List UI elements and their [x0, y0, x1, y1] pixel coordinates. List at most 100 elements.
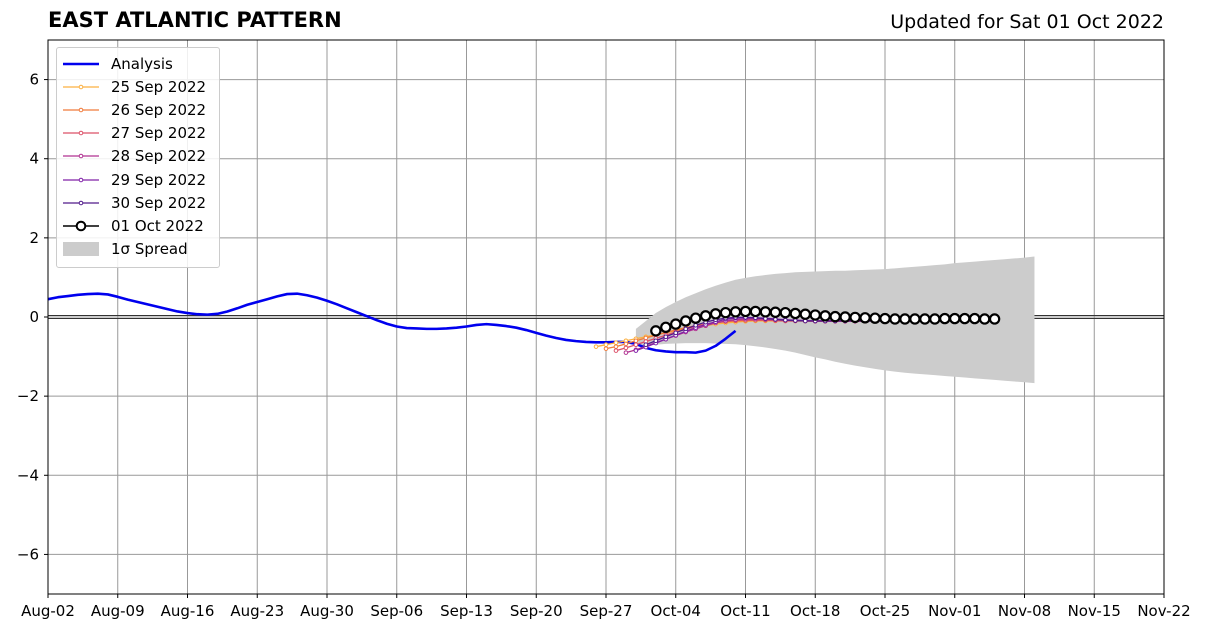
- y-tick-label: −2: [17, 387, 39, 405]
- x-tick-label: Aug-09: [91, 602, 145, 620]
- data-point: [889, 313, 901, 325]
- x-tick-label: Sep-13: [440, 602, 493, 620]
- data-point: [729, 306, 742, 318]
- x-tick-label: Sep-06: [370, 602, 423, 620]
- data-point: [829, 310, 841, 323]
- legend-item: 27 Sep 2022: [63, 122, 213, 145]
- data-point: [663, 334, 669, 340]
- data-point: [949, 312, 961, 325]
- y-tick-label: 0: [29, 308, 39, 326]
- data-point: [633, 342, 639, 348]
- x-tick-label: Aug-30: [300, 602, 354, 620]
- legend-symbol: [63, 126, 99, 140]
- data-point: [689, 312, 702, 324]
- data-point: [819, 310, 831, 322]
- legend-label: 26 Sep 2022: [111, 100, 207, 119]
- data-point: [623, 350, 629, 355]
- x-tick-label: Aug-16: [161, 602, 215, 620]
- data-point: [653, 338, 659, 344]
- y-tick-label: 6: [29, 71, 39, 89]
- x-tick-label: Aug-23: [230, 602, 284, 620]
- plot-frame: [47, 39, 1165, 595]
- y-tick-label: 4: [29, 150, 39, 168]
- data-point: [769, 306, 782, 318]
- data-point: [613, 348, 619, 353]
- x-tick-label: Oct-25: [860, 602, 910, 620]
- data-point: [673, 330, 679, 336]
- legend-symbol: [63, 103, 99, 117]
- legend-label: 01 Oct 2022: [111, 216, 204, 235]
- data-point: [988, 313, 1001, 325]
- data-point: [799, 308, 811, 320]
- y-tick-label: −4: [17, 466, 39, 484]
- x-tick-label: Nov-08: [998, 602, 1051, 620]
- grid: [48, 40, 1164, 594]
- x-tick-label: Oct-04: [651, 602, 701, 620]
- data-point: [709, 308, 722, 320]
- data-point: [779, 306, 792, 319]
- data-point: [839, 311, 851, 323]
- legend-label: Analysis: [111, 54, 173, 73]
- data-point: [849, 311, 861, 324]
- legend-label: 28 Sep 2022: [111, 147, 207, 166]
- legend-symbol: [63, 149, 99, 163]
- x-tick-label: Nov-01: [928, 602, 981, 620]
- series-7: [650, 305, 1001, 337]
- data-point: [693, 323, 698, 328]
- data-point: [643, 342, 649, 348]
- x-tick-label: Nov-15: [1068, 602, 1121, 620]
- legend-symbol: [63, 173, 99, 187]
- x-tick-label: Sep-27: [580, 602, 633, 620]
- data-point: [879, 312, 891, 325]
- chart-title: EAST ATLANTIC PATTERN: [48, 8, 342, 32]
- data-point: [719, 306, 732, 319]
- legend-symbol: [63, 196, 99, 210]
- y-tick-label: −6: [17, 545, 39, 563]
- x-tick-label: Nov-22: [1137, 602, 1190, 620]
- data-point: [759, 306, 772, 318]
- legend-symbol: [63, 242, 99, 257]
- data-point: [633, 338, 639, 344]
- legend-label: 1σ Spread: [111, 240, 188, 259]
- data-point: [749, 305, 762, 318]
- legend-item: 01 Oct 2022: [63, 214, 213, 237]
- legend-item: 30 Sep 2022: [63, 191, 213, 214]
- data-point: [789, 307, 802, 320]
- legend-symbol: [63, 80, 99, 94]
- data-point: [613, 344, 619, 349]
- data-point: [603, 342, 609, 348]
- data-point: [593, 344, 599, 349]
- data-point: [650, 325, 662, 337]
- legend-symbol: [63, 57, 99, 71]
- data-point: [899, 313, 911, 325]
- legend: Analysis 25 Sep 2022 26 Sep 2022 27 Sep 202…: [56, 47, 220, 268]
- axes: Aug-02 Aug-09 Aug-16 Aug-23 Aug-30 Sep-06 Sep-…: [17, 39, 1191, 620]
- chart-subtitle: Updated for Sat 01 Oct 2022: [890, 11, 1164, 33]
- data-point: [699, 310, 712, 322]
- x-tick-label: Oct-18: [790, 602, 840, 620]
- data-point: [773, 317, 778, 322]
- series-line: [47, 292, 737, 354]
- data-point: [623, 341, 629, 347]
- data-point: [793, 318, 798, 323]
- legend-label: 27 Sep 2022: [111, 124, 207, 143]
- legend-symbol: [63, 219, 99, 233]
- data-point: [909, 313, 921, 325]
- legend-item: 29 Sep 2022: [63, 168, 213, 191]
- data-point: [939, 312, 951, 325]
- data-point: [978, 313, 991, 325]
- data-point: [660, 321, 672, 333]
- data-point: [613, 340, 619, 346]
- data-point: [603, 346, 609, 351]
- legend-label: 29 Sep 2022: [111, 170, 207, 189]
- series-0: [47, 292, 737, 354]
- data-point: [929, 313, 941, 325]
- data-point: [633, 348, 639, 353]
- legend-item: 28 Sep 2022: [63, 145, 213, 168]
- data-point: [859, 312, 871, 324]
- data-point: [680, 315, 692, 327]
- data-point: [959, 312, 971, 325]
- legend-label: 25 Sep 2022: [111, 77, 207, 96]
- x-tick-label: Oct-11: [720, 602, 770, 620]
